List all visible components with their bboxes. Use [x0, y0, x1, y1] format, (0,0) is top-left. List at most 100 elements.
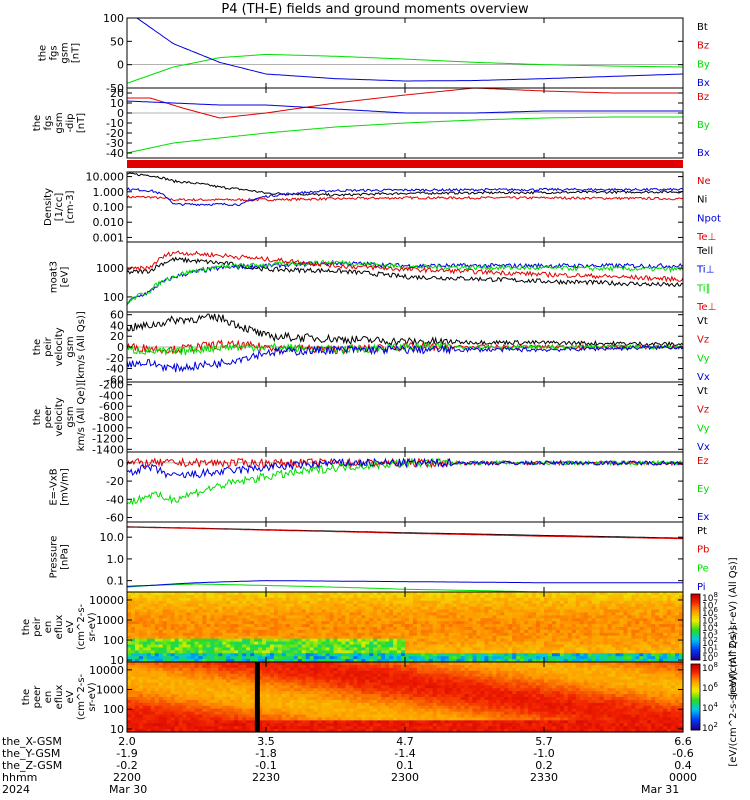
- heat-cell: [281, 618, 287, 622]
- heat-cell: [305, 697, 311, 701]
- heat-cell: [309, 635, 315, 640]
- heat-cell: [393, 597, 398, 602]
- heat-cell: [285, 627, 291, 631]
- heat-cell: [178, 600, 184, 605]
- heat-cell: [472, 641, 478, 646]
- heat-cell: [166, 635, 172, 640]
- heat-cell: [488, 638, 493, 643]
- heat-cell: [619, 612, 625, 616]
- heat-cell: [369, 624, 374, 628]
- heat-cell: [186, 621, 192, 625]
- heat-cell: [579, 609, 585, 614]
- y-axis-label: sr-eV): [87, 612, 98, 641]
- heat-cell: [337, 627, 343, 631]
- heat-cell: [289, 711, 295, 716]
- heat-cell: [186, 694, 192, 698]
- heat-cell: [150, 641, 156, 646]
- heat-cell: [301, 609, 307, 614]
- heat-cell: [583, 627, 589, 631]
- heat-cell: [647, 603, 652, 608]
- heat-cell: [174, 638, 180, 643]
- heat-cell: [214, 597, 219, 602]
- heat-cell: [262, 638, 267, 643]
- heat-cell: [238, 664, 243, 669]
- heat-cell: [520, 644, 525, 649]
- heat-cell: [218, 629, 223, 634]
- heat-cell: [675, 603, 680, 608]
- heat-cell: [170, 729, 176, 733]
- heat-cell: [587, 632, 593, 637]
- heat-cell: [297, 603, 303, 608]
- heat-cell: [190, 632, 196, 637]
- heat-cell: [504, 659, 509, 663]
- heat-cell: [142, 627, 148, 631]
- heat-cell: [186, 624, 192, 628]
- heat-cell: [480, 615, 486, 619]
- heat-cell: [142, 638, 148, 643]
- heat-cell: [281, 615, 287, 619]
- heat-cell: [190, 615, 196, 619]
- heat-cell: [190, 717, 196, 721]
- heat-cell: [476, 597, 482, 602]
- heat-cell: [365, 641, 370, 646]
- heat-cell: [266, 653, 271, 657]
- heat-cell: [202, 594, 208, 599]
- heat-cell: [508, 638, 513, 643]
- heat-cell: [250, 594, 255, 599]
- heat-cell: [365, 627, 370, 631]
- heat-cell: [520, 647, 525, 651]
- heat-cell: [134, 653, 140, 657]
- heat-cell: [420, 627, 426, 631]
- heat-cell: [504, 641, 509, 646]
- heat-cell: [659, 609, 664, 614]
- heat-cell: [452, 629, 458, 634]
- heat-cell: [623, 635, 628, 640]
- heat-cell: [321, 606, 327, 611]
- heat-cell: [385, 621, 390, 625]
- heat-cell: [492, 615, 497, 619]
- heat-cell: [488, 618, 493, 622]
- heat-cell: [269, 670, 275, 675]
- panel-efield: [126, 451, 684, 523]
- heat-cell: [226, 673, 231, 678]
- heat-cell: [496, 615, 501, 619]
- heat-cell: [266, 662, 271, 666]
- y-tick-label: -40: [106, 147, 124, 160]
- heat-cell: [130, 638, 136, 643]
- heat-cell: [401, 627, 406, 631]
- heat-cell: [611, 641, 617, 646]
- heat-cell: [269, 676, 275, 681]
- heat-cell: [408, 618, 414, 622]
- heat-cell: [305, 621, 311, 625]
- heat-cell: [357, 597, 362, 602]
- heat-cell: [281, 627, 287, 631]
- heat-cell: [194, 664, 200, 669]
- heat-cell: [154, 673, 160, 678]
- heat-cell: [329, 717, 335, 721]
- heat-cell: [281, 723, 287, 727]
- heat-cell: [178, 662, 184, 666]
- heat-cell: [317, 729, 323, 733]
- heat-cell: [389, 603, 394, 608]
- heat-cell: [508, 615, 513, 619]
- heat-cell: [210, 650, 215, 654]
- heat-cell: [214, 694, 219, 698]
- heat-cell: [524, 650, 529, 654]
- heat-cell: [385, 647, 390, 651]
- heat-cell: [285, 676, 291, 681]
- heat-cell: [309, 702, 315, 707]
- heat-cell: [206, 688, 211, 692]
- heat-cell: [186, 720, 192, 724]
- heat-cell: [301, 682, 307, 686]
- heat-cell: [325, 627, 331, 631]
- heat-cell: [158, 685, 164, 689]
- heat-cell: [405, 629, 410, 634]
- heat-cell: [405, 635, 410, 640]
- heat-cell: [579, 597, 585, 602]
- heat-cell: [599, 647, 605, 651]
- heat-cell: [313, 609, 319, 614]
- heat-cell: [627, 635, 632, 640]
- heat-cell: [341, 600, 347, 605]
- heat-cell: [230, 711, 235, 716]
- heat-cell: [389, 624, 394, 628]
